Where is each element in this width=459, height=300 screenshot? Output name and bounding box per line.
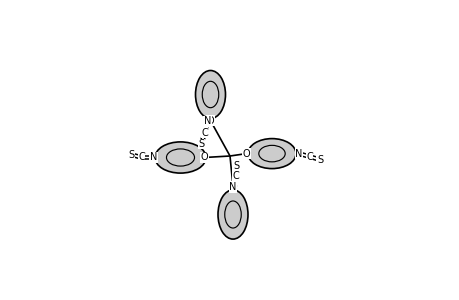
- Text: C: C: [138, 152, 145, 163]
- Text: S: S: [316, 154, 322, 165]
- Text: C: C: [201, 128, 207, 138]
- Text: C: C: [305, 152, 312, 162]
- Text: N: N: [203, 116, 211, 127]
- Text: O: O: [229, 182, 236, 192]
- Ellipse shape: [247, 139, 295, 169]
- Text: S: S: [232, 160, 239, 171]
- Ellipse shape: [195, 70, 225, 118]
- Text: S: S: [198, 139, 204, 149]
- Text: S: S: [128, 149, 134, 160]
- Text: O: O: [200, 152, 208, 163]
- Ellipse shape: [218, 190, 247, 239]
- Text: N: N: [229, 182, 236, 193]
- Text: N: N: [295, 148, 302, 159]
- Text: N: N: [150, 152, 157, 163]
- Text: O: O: [242, 148, 250, 159]
- Ellipse shape: [155, 142, 206, 173]
- Text: O: O: [206, 116, 214, 126]
- Text: C: C: [232, 171, 239, 181]
